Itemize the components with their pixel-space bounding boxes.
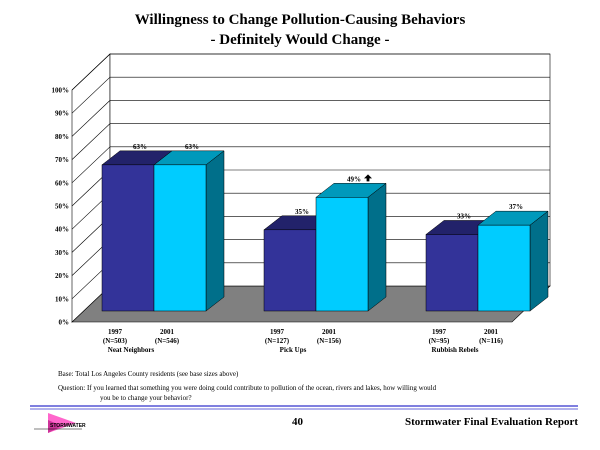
y-tick-label: 80% (55, 133, 69, 141)
bar-value-label: 63% (133, 143, 147, 151)
gridline-side (71, 53, 111, 91)
question-line-2: you be to change your behavior? (100, 394, 192, 402)
bar-rubbish-rebels-2001: 37% (477, 203, 549, 312)
bar-front (101, 164, 155, 312)
report-title: Stormwater Final Evaluation Report (405, 416, 578, 428)
y-tick-label: 100% (52, 87, 70, 95)
chart-subtitle: - Definitely Would Change - (211, 32, 390, 48)
x-label-year: 2001 (322, 328, 337, 336)
bar-front (153, 164, 207, 312)
base-note: Base: Total Los Angeles County residents… (58, 370, 239, 378)
page-number: 40 (292, 416, 304, 428)
bar-side (205, 150, 225, 312)
x-label-n: (N=127) (265, 337, 290, 345)
x-label-n: (N=503) (103, 337, 128, 345)
x-label-n: (N=546) (155, 337, 180, 345)
y-axis-ticks: 0% 10% 20% 30% 40% 50% 60% 70% 80% 90% 100% (52, 87, 70, 327)
gridline-side (71, 100, 111, 137)
gridline-side (71, 146, 111, 184)
x-label-year: 2001 (484, 328, 499, 336)
y-tick-label: 70% (55, 156, 69, 164)
chart-title: Willingness to Change Pollution-Causing … (135, 12, 466, 28)
footer: Base: Total Los Angeles County residents… (30, 370, 578, 433)
x-label-year: 1997 (270, 328, 285, 336)
y-tick-label: 0% (59, 319, 70, 327)
bar-front (425, 234, 479, 312)
x-label-n: (N=156) (317, 337, 342, 345)
x-label-n: (N=95) (429, 337, 450, 345)
x-label-group: Rubbish Rebels (432, 346, 479, 354)
y-tick-label: 30% (55, 249, 69, 257)
x-label-year: 2001 (160, 328, 175, 336)
x-label-year: 1997 (108, 328, 123, 336)
x-label-group: Neat Neighbors (108, 346, 155, 354)
stormwater-logo: STORMWATER (34, 413, 86, 433)
logo-text: STORMWATER (50, 423, 86, 429)
bar-value-label: 35% (295, 208, 309, 216)
x-label-n: (N=116) (479, 337, 503, 345)
bar-value-label: 49% (347, 175, 361, 183)
y-tick-label: 60% (55, 179, 69, 187)
y-tick-label: 90% (55, 110, 69, 118)
x-label-group: Pick Ups (280, 346, 307, 354)
bars: 63% 63% 35% 49% 33% 37% (101, 143, 549, 312)
increase-arrow-icon (364, 174, 372, 182)
bar-front (477, 224, 531, 312)
x-axis-labels: 1997(N=503)2001(N=546)Neat Neighbors1997… (103, 328, 504, 354)
bar-front (315, 197, 369, 312)
bar-neat-neighbors-2001: 63% (153, 143, 225, 312)
y-tick-label: 10% (55, 295, 69, 303)
bar-pick-ups-2001: 49% (315, 174, 387, 312)
bar-side (529, 210, 549, 312)
x-label-year: 1997 (432, 328, 447, 336)
y-tick-label: 40% (55, 226, 69, 234)
y-tick-label: 50% (55, 203, 69, 211)
gridline-side (71, 76, 111, 114)
question-line-1: Question: If you learned that something … (58, 384, 437, 392)
y-tick-label: 20% (55, 272, 69, 280)
bar-value-label: 37% (509, 203, 523, 211)
bar-side (367, 182, 387, 312)
gridline-side (71, 123, 111, 160)
bar-front (263, 229, 317, 312)
bar-value-label: 63% (185, 143, 199, 151)
bar-value-label: 33% (457, 212, 471, 220)
